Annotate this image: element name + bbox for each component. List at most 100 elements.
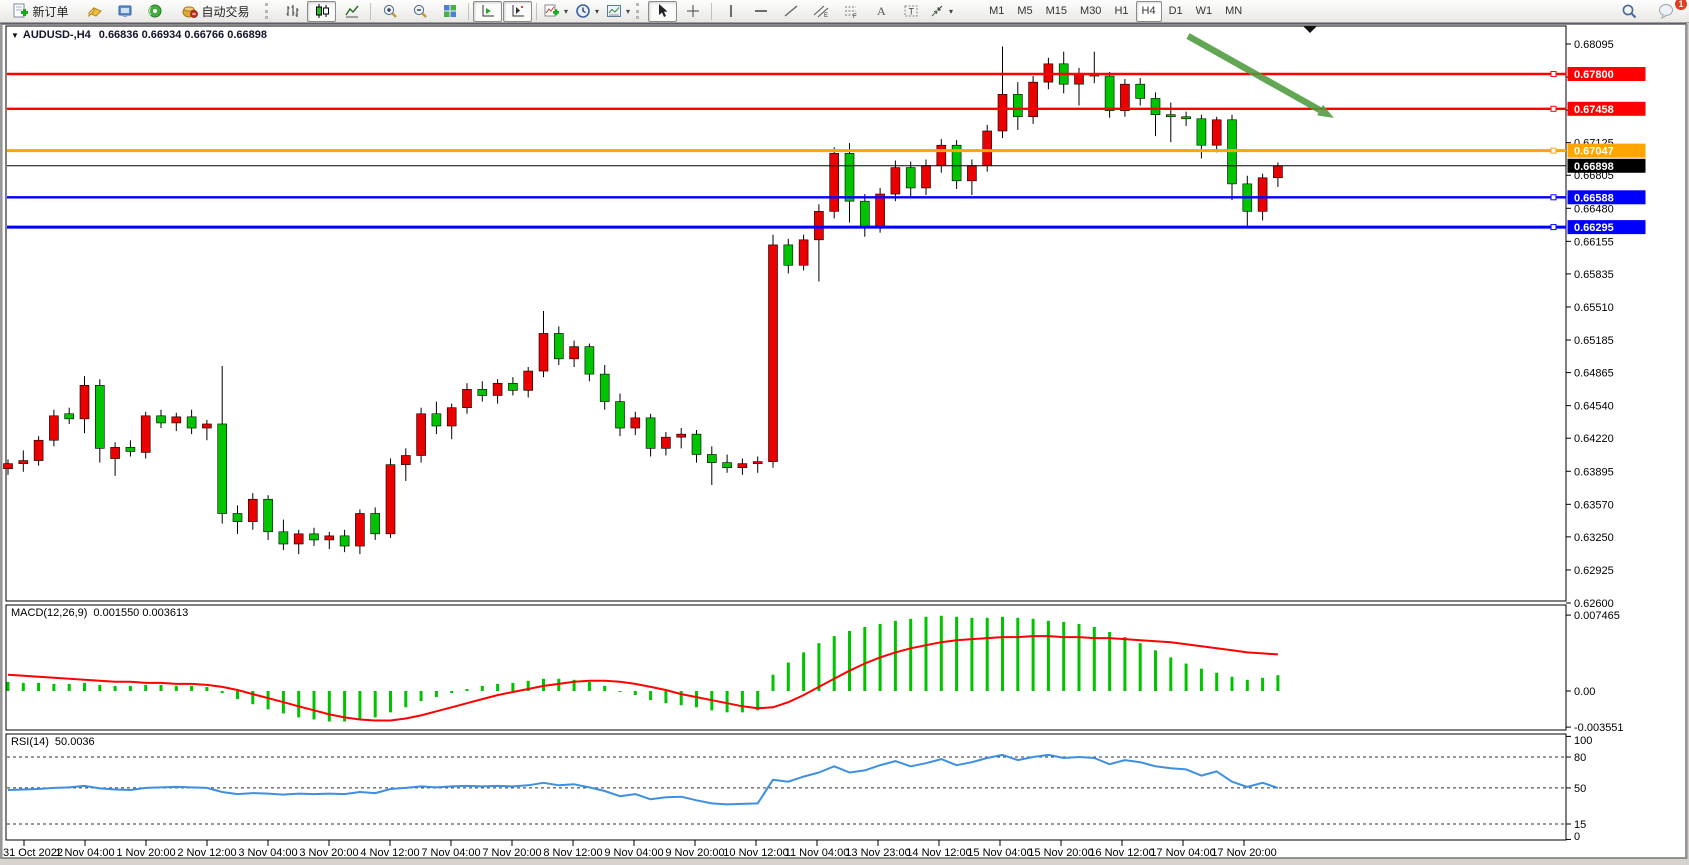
macd-bar (802, 652, 806, 691)
equidistant-channel-button[interactable]: E (806, 1, 835, 22)
macd-bar (1261, 677, 1265, 691)
macd-bar (1077, 623, 1081, 691)
line-anchor[interactable] (1550, 147, 1557, 154)
periods-caret-icon: ▾ (595, 6, 600, 16)
candle-body (156, 415, 166, 424)
zoom-out-button[interactable] (405, 1, 434, 22)
new-order-button[interactable]: 新订单 (3, 1, 79, 22)
candle-body (798, 239, 809, 266)
autotrading-button[interactable]: 自动交易 (170, 1, 262, 22)
macd-bar (893, 620, 897, 691)
timeframe-d1[interactable]: D1 (1168, 5, 1183, 17)
search-button[interactable] (1615, 1, 1644, 22)
macd-bar (236, 691, 239, 700)
auto-scroll-button[interactable] (473, 0, 502, 22)
macd-bar (465, 688, 469, 691)
candle-body (64, 413, 74, 420)
indicators-icon (544, 3, 560, 19)
candle-body (768, 244, 778, 462)
candle-body (737, 463, 748, 469)
time-tick-label: 31 Oct 2022 (3, 847, 63, 859)
crosshair-button[interactable] (678, 1, 707, 22)
chart-dropdown-icon[interactable]: ▼ (11, 31, 19, 40)
rsi-axis-label: 15 (1574, 819, 1586, 831)
macd-bar (128, 685, 132, 691)
timeframe-m30[interactable]: M30 (1080, 5, 1102, 17)
macd-bar (52, 683, 56, 691)
timeframe-m1[interactable]: M1 (989, 5, 1005, 17)
timeframe-mn[interactable]: MN (1225, 5, 1243, 17)
candle-body (125, 447, 136, 452)
candle-body (523, 370, 534, 391)
rsi-axis-label: 0 (1574, 831, 1580, 843)
horizontal-line-button[interactable] (746, 1, 775, 22)
chart-pane (5, 733, 1567, 841)
price-tick-label: 0.66480 (1574, 203, 1614, 215)
signals-icon (147, 3, 163, 19)
text-label-button[interactable]: T (896, 1, 925, 22)
templates-button[interactable]: ▾ (603, 1, 633, 22)
price-badge-label: 0.67800 (1574, 69, 1614, 81)
line-anchor[interactable] (1550, 105, 1557, 112)
line-anchor[interactable] (1550, 224, 1557, 231)
timeframe-m5[interactable]: M5 (1017, 5, 1033, 17)
price-badge-label: 0.66588 (1574, 192, 1614, 204)
timeframe-h1[interactable]: H1 (1114, 5, 1129, 17)
navigator-button[interactable] (110, 1, 139, 22)
macd-bar (144, 684, 148, 691)
candle-body (844, 153, 855, 202)
macd-bar (496, 683, 500, 691)
macd-bar (1215, 672, 1219, 691)
vertical-line-button[interactable] (716, 1, 745, 22)
candle-body (936, 144, 947, 166)
line-anchor[interactable] (1550, 71, 1557, 78)
text-button[interactable]: A (866, 1, 895, 22)
macd-bar (756, 691, 760, 711)
candlestick-chart-button[interactable] (307, 0, 336, 22)
chart-title: ▼ AUDUSD-,H4 0.66836 0.66934 0.66766 0.668… (11, 29, 267, 41)
macd-bar (159, 684, 163, 691)
cursor-button[interactable] (648, 0, 678, 22)
trendline-button[interactable] (776, 1, 805, 22)
indicators-button[interactable]: ▾ (541, 1, 571, 22)
zoom-in-button[interactable] (375, 1, 404, 22)
line-chart-icon (344, 3, 360, 19)
trend-arrow[interactable] (1186, 33, 1334, 118)
fibonacci-button[interactable]: F (836, 1, 865, 22)
timeframe-m15[interactable]: M15 (1045, 5, 1068, 17)
price-badge-label: 0.66898 (1574, 161, 1614, 173)
macd-bar (1154, 650, 1157, 691)
chart-shift-button[interactable] (503, 0, 532, 22)
notifications-button[interactable]: 1 (1652, 0, 1687, 22)
bar-chart-button[interactable] (277, 1, 306, 22)
macd-bar (1108, 632, 1112, 691)
line-chart-button[interactable] (337, 1, 366, 22)
macd-bar (863, 626, 867, 691)
signals-button[interactable] (140, 1, 169, 22)
price-badge (1567, 220, 1646, 235)
chart-shift-icon (510, 3, 526, 19)
time-tick-label: 3 Nov 04:00 (238, 847, 297, 859)
line-anchor[interactable] (1550, 194, 1557, 201)
tile-windows-button[interactable] (435, 1, 464, 22)
macd-bar (1062, 621, 1066, 691)
timeframe-w1[interactable]: W1 (1195, 5, 1213, 17)
macd-bar (909, 618, 913, 691)
market-watch-button[interactable] (80, 1, 109, 22)
macd-bar (817, 643, 821, 691)
autotrading-icon (182, 3, 199, 19)
candle-body (553, 333, 564, 360)
time-tick-label: 9 Nov 20:00 (665, 847, 724, 859)
horizontal-line-icon (753, 3, 769, 19)
timeframe-h4[interactable]: H4 (1135, 0, 1162, 22)
chart-shift-marker[interactable] (1303, 26, 1317, 33)
price-badge (1567, 158, 1646, 173)
svg-text:A: A (877, 4, 886, 18)
chart-pane (5, 604, 1567, 731)
periods-button[interactable]: ▾ (572, 1, 602, 22)
candle-body (385, 464, 396, 535)
arrows-shapes-button[interactable]: ▾ (926, 1, 956, 22)
candle-body (1150, 98, 1161, 116)
macd-bar (174, 685, 178, 691)
